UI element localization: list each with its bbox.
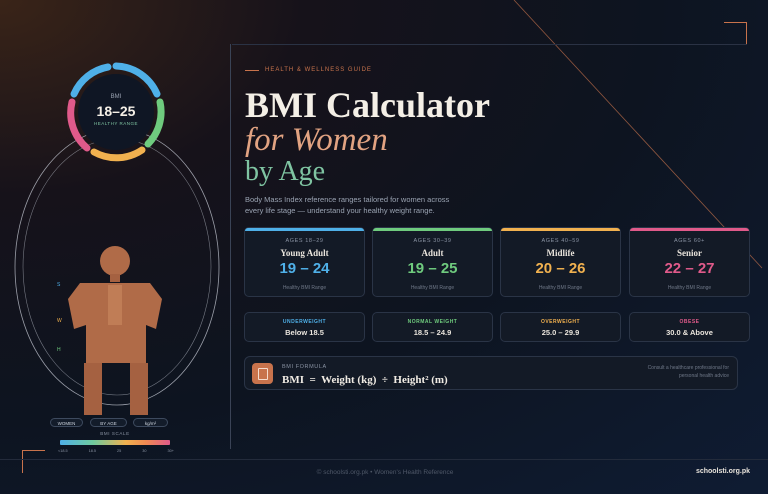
- scale-label: BMI SCALE: [100, 431, 130, 436]
- category-normal: NORMAL WEIGHT 18.5 – 24.9: [372, 312, 493, 342]
- footer-site-link[interactable]: schoolsti.org.pk: [695, 468, 750, 475]
- formula-equation: BMI = Weight (kg) ÷ Height² (m): [282, 374, 448, 386]
- age-card-senior: AGES 60+ Senior 22 – 27 Healthy BMI Rang…: [629, 227, 750, 297]
- scale-tick: 25: [117, 449, 122, 453]
- card-range: 22 – 27: [664, 260, 715, 277]
- card-name: Adult: [421, 248, 444, 258]
- pill-unit: kg/m²: [133, 418, 168, 427]
- page-title-line3: by Age: [245, 156, 326, 187]
- figure-marker-w: W: [57, 318, 62, 324]
- ring-value: 18–25: [96, 103, 136, 119]
- card-sub: Healthy BMI Range: [282, 285, 327, 291]
- card-age: AGES 60+: [674, 238, 705, 244]
- bmi-ring-gauge: [67, 62, 165, 162]
- card-sub: Healthy BMI Range: [410, 285, 455, 291]
- formula-panel: BMI FORMULA BMI = Weight (kg) ÷ Height² …: [244, 356, 738, 390]
- category-value: Below 18.5: [285, 328, 324, 337]
- category-obese: OBESE 30.0 & Above: [629, 312, 750, 342]
- card-name: Young Adult: [280, 248, 329, 258]
- figure-marker-s: S: [57, 282, 61, 288]
- card-age: AGES 18–29: [285, 238, 324, 244]
- card-accent-bar: [501, 228, 620, 231]
- vertical-divider: [230, 44, 231, 449]
- category-label: UNDERWEIGHT: [282, 319, 327, 325]
- corner-accent-bottom-left: [22, 450, 45, 473]
- card-sub: Healthy BMI Range: [667, 285, 712, 291]
- scale-ticks: <18.5 18.5 25 30 30+: [58, 449, 174, 453]
- category-value: 25.0 – 29.9: [541, 328, 580, 337]
- formula-label: BMI FORMULA: [282, 364, 327, 370]
- card-accent-bar: [245, 228, 364, 231]
- age-card-midlife: AGES 40–59 Midlife 20 – 26 Healthy BMI R…: [500, 227, 621, 297]
- card-name: Midlife: [546, 248, 575, 258]
- footer-credit: © schoolsti.org.pk • Women's Health Refe…: [316, 469, 454, 476]
- eyebrow: HEALTH & WELLNESS GUIDE: [245, 67, 372, 73]
- card-age: AGES 40–59: [541, 238, 580, 244]
- category-label: NORMAL WEIGHT: [407, 319, 458, 325]
- eyebrow-text: HEALTH & WELLNESS GUIDE: [265, 67, 372, 73]
- description: Body Mass Index reference ranges tailore…: [245, 195, 450, 215]
- category-overweight: OVERWEIGHT 25.0 – 29.9: [500, 312, 621, 342]
- page-title: BMI Calculator: [245, 85, 490, 125]
- card-range: 19 – 25: [407, 260, 458, 277]
- corner-accent-top-right: [724, 22, 747, 45]
- scale-tick: 30+: [167, 449, 174, 453]
- category-value: 30.0 & Above: [666, 328, 713, 337]
- category-value: 18.5 – 24.9: [413, 328, 452, 337]
- card-name: Senior: [676, 248, 702, 258]
- figure-marker-h: H: [57, 347, 61, 353]
- bmi-scale-bar: [60, 440, 170, 445]
- category-label: OBESE: [679, 319, 700, 325]
- card-age: AGES 30–39: [413, 238, 452, 244]
- card-accent-bar: [373, 228, 492, 231]
- eyebrow-line: [245, 69, 259, 71]
- category-underweight: UNDERWEIGHT Below 18.5: [244, 312, 365, 342]
- card-range: 19 – 24: [279, 260, 330, 277]
- pill-women: WOMEN: [50, 418, 83, 427]
- footer-divider: [0, 459, 768, 460]
- card-range: 20 – 26: [535, 260, 586, 277]
- ring-caption: HEALTHY RANGE: [93, 121, 139, 126]
- figure-illustration: [68, 246, 162, 415]
- card-accent-bar: [630, 228, 749, 231]
- formula-note: Consult a healthcare professional for pe…: [647, 365, 729, 379]
- ring-label: BMI: [110, 94, 122, 100]
- card-sub: Healthy BMI Range: [538, 285, 583, 291]
- page-title-line2: for Women: [245, 122, 388, 158]
- scale-tick: <18.5: [58, 449, 68, 453]
- calculator-icon: [252, 363, 273, 384]
- scale-tick: 30: [142, 449, 147, 453]
- pill-by-age: BY AGE: [90, 418, 127, 427]
- age-card-young-adult: AGES 18–29 Young Adult 19 – 24 Healthy B…: [244, 227, 365, 297]
- age-card-adult: AGES 30–39 Adult 19 – 25 Healthy BMI Ran…: [372, 227, 493, 297]
- category-label: OVERWEIGHT: [540, 319, 581, 325]
- scale-tick: 18.5: [88, 449, 97, 453]
- top-divider: [232, 44, 747, 45]
